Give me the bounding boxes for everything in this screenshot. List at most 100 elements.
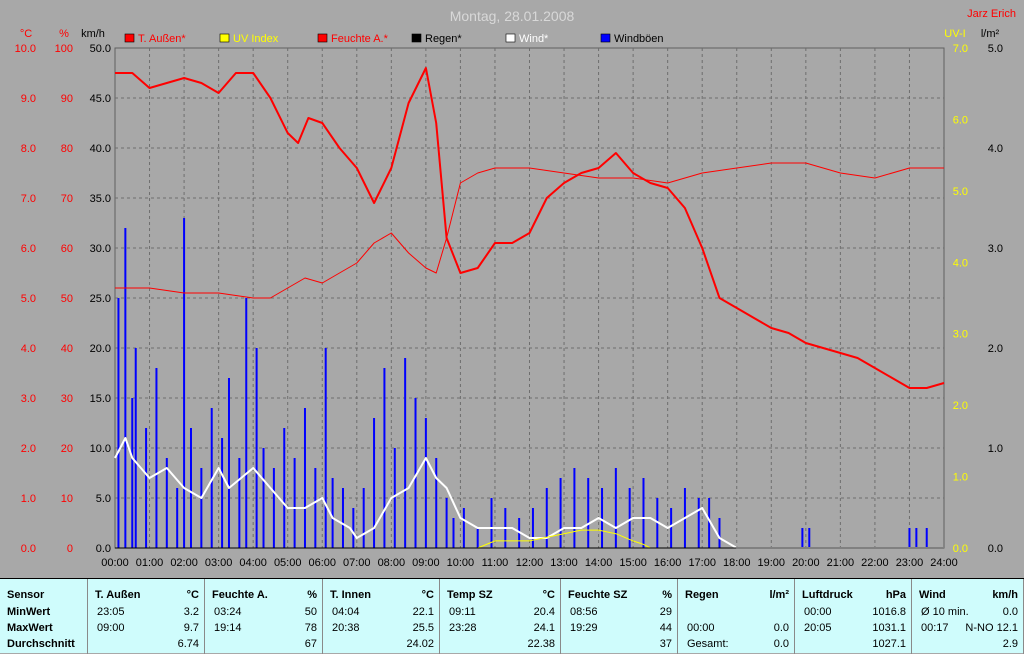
time-tick: 02:00 (170, 557, 198, 569)
humidity-tick: 80 (61, 143, 73, 155)
time-tick: 17:00 (688, 557, 716, 569)
series-line (115, 67, 945, 389)
stats-unit: hPa (885, 589, 906, 601)
rain-tick: 3.0 (988, 243, 1003, 255)
time-tick: 03:00 (205, 557, 233, 569)
temp-tick: 5.0 (21, 293, 36, 305)
stats-time: 00:17 (921, 622, 949, 634)
stats-value: 22.1 (412, 606, 434, 618)
chart-title: Montag, 28.01.2008 (450, 8, 575, 24)
wind-tick: 40.0 (90, 143, 111, 155)
stats-value: 25.5 (412, 622, 434, 634)
legend-swatch (124, 33, 135, 43)
time-tick: 13:00 (550, 557, 578, 569)
stats-time: 20:05 (804, 622, 832, 634)
stats-value: 24.1 (533, 622, 555, 634)
humidity-tick: 10 (61, 493, 73, 505)
stats-value: 0.0 (1002, 606, 1018, 618)
legend-swatch (411, 33, 422, 43)
time-tick: 05:00 (274, 557, 302, 569)
time-tick: 14:00 (585, 557, 613, 569)
statistics-table: Sensor MinWert MaxWert Durchschnitt T. Außen… (0, 578, 1024, 654)
legend-label: Feuchte A.* (331, 33, 389, 45)
time-tick: 22:00 (861, 557, 889, 569)
uv-tick: 1.0 (953, 472, 968, 484)
stats-value: 29 (659, 606, 672, 618)
wind-tick: 45.0 (90, 93, 111, 105)
stats-unit: °C (542, 589, 555, 601)
stats-column-sensor: Sensor MinWert MaxWert Durchschnitt (0, 579, 88, 654)
time-tick: 08:00 (378, 557, 406, 569)
time-tick: 23:00 (896, 557, 924, 569)
stats-header: Luftdruck (802, 589, 853, 601)
legend-label: Wind* (519, 33, 549, 45)
stats-time: 23:05 (97, 606, 125, 618)
stats-value: 20.4 (533, 606, 555, 618)
stats-time: 23:28 (449, 622, 477, 634)
stats-time: 08:56 (570, 606, 598, 618)
humidity-tick: 90 (61, 93, 73, 105)
uv-tick: 6.0 (953, 114, 968, 126)
rain-axis-unit: l/m² (981, 28, 1000, 40)
legend-swatch (317, 33, 328, 43)
wind-axis-unit: km/h (81, 28, 105, 40)
uv-tick: 7.0 (953, 43, 968, 55)
stats-time: 20:38 (332, 622, 360, 634)
wind-tick: 25.0 (90, 293, 111, 305)
uv-axis-unit: UV-I (944, 28, 965, 40)
stats-time: 19:14 (214, 622, 242, 634)
stats-time: 03:24 (214, 606, 242, 618)
time-tick: 01:00 (136, 557, 164, 569)
stats-time: 00:00 (687, 622, 715, 634)
temp-axis-unit: °C (20, 28, 32, 40)
humidity-tick: 0 (67, 543, 73, 555)
temp-tick: 7.0 (21, 193, 36, 205)
stats-header: Wind (919, 589, 946, 601)
uv-tick: 5.0 (953, 186, 968, 198)
stats-value: 78 (304, 622, 317, 634)
stats-value: 24.02 (406, 638, 434, 650)
temp-tick: 0.0 (21, 543, 36, 555)
stats-time: 19:29 (570, 622, 598, 634)
rain-tick: 5.0 (988, 43, 1003, 55)
humidity-tick: 50 (61, 293, 73, 305)
stats-value: 3.2 (183, 606, 199, 618)
author-label: Jarz Erich (967, 8, 1016, 20)
stats-value: N-NO 12.1 (965, 622, 1018, 634)
humidity-tick: 70 (61, 193, 73, 205)
rain-tick: 4.0 (988, 143, 1003, 155)
stats-header: Feuchte SZ (568, 589, 628, 601)
stats-value: 37 (659, 638, 672, 650)
left-axes: °C% km/h 10.0 9.0 8.0 7.0 6.0 5.0 4.0 3.0 2.0 1.0 0.… (15, 28, 111, 555)
stats-column-luftdruck: Luftdruck hPa 00:00 1016.8 20:05 1031.1 1027.1 (795, 579, 912, 654)
stats-time: Gesamt: (687, 638, 729, 650)
stats-unit: °C (421, 589, 434, 601)
stats-column-temp-sz: Temp SZ °C 09:11 20.4 23:28 24.1 22.38 (440, 579, 561, 654)
humidity-tick: 30 (61, 393, 73, 405)
legend-label: Regen* (425, 33, 462, 45)
uv-tick: 3.0 (953, 329, 968, 341)
time-tick: 19:00 (758, 557, 786, 569)
humidity-tick: 100 (55, 43, 73, 55)
temp-tick: 10.0 (15, 43, 36, 55)
series-layer (114, 67, 945, 549)
stats-value: 0.0 (773, 638, 789, 650)
wind-tick: 35.0 (90, 193, 111, 205)
legend-swatch (505, 33, 516, 43)
time-tick: 18:00 (723, 557, 751, 569)
stats-value: 6.74 (177, 638, 199, 650)
wind-tick: 30.0 (90, 243, 111, 255)
stats-column-wind: Wind km/h Ø 10 min. 0.0 00:17 N-NO 12.1 2.9 (912, 579, 1024, 654)
time-tick: 15:00 (619, 557, 647, 569)
stats-time: 00:00 (804, 606, 832, 618)
time-tick: 06:00 (308, 557, 336, 569)
uv-tick: 2.0 (953, 400, 968, 412)
right-axes: UV-I l/m² 7.0 6.0 5.0 4.0 3.0 2.0 1.0 0.0 5.0 4.0 3.… (944, 28, 1003, 555)
stats-time: 04:04 (332, 606, 360, 618)
temp-tick: 1.0 (21, 493, 36, 505)
wind-tick: 20.0 (90, 343, 111, 355)
stats-value: 1031.1 (872, 622, 906, 634)
wind-tick: 10.0 (90, 443, 111, 455)
time-tick: 10:00 (447, 557, 475, 569)
wind-tick: 15.0 (90, 393, 111, 405)
